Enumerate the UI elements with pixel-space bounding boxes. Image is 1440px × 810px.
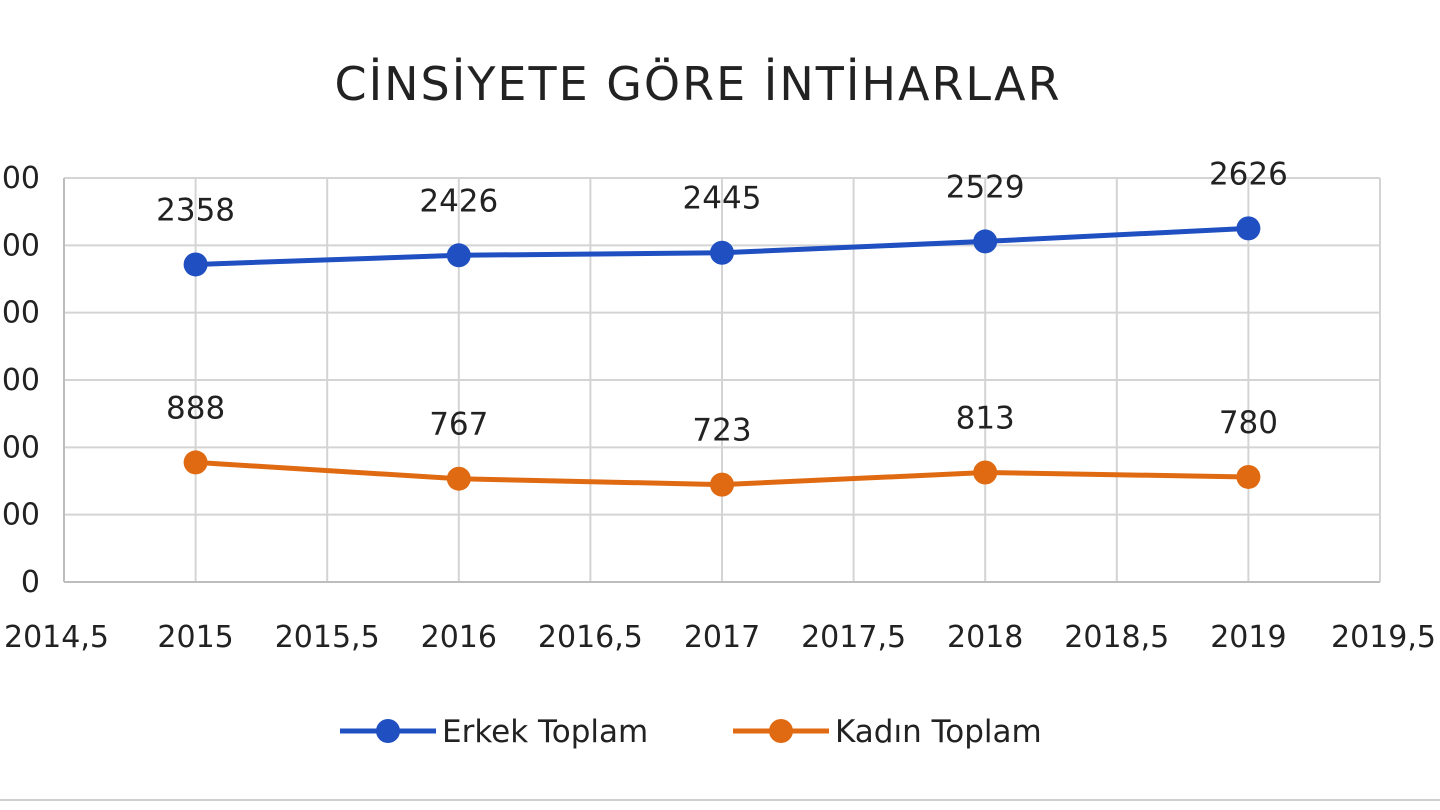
y-tick-label: 3000 — [0, 161, 40, 196]
data-label: 2445 — [683, 181, 762, 217]
data-label: 888 — [166, 390, 225, 426]
legend: Erkek Toplam Kadın Toplam — [340, 714, 1042, 750]
x-tick-label: 2014,5 — [4, 620, 109, 655]
data-point — [1236, 216, 1261, 241]
data-point — [446, 243, 471, 268]
legend-label: Erkek Toplam — [442, 714, 648, 750]
data-point — [710, 472, 734, 497]
data-point — [183, 252, 208, 277]
data-point — [1236, 464, 1261, 489]
data-point — [973, 460, 998, 485]
x-tick-label: 2016 — [421, 620, 497, 655]
axes — [63, 178, 1380, 583]
data-label: 780 — [1219, 405, 1278, 441]
y-tick-label: 2500 — [0, 228, 40, 263]
data-point — [710, 240, 734, 265]
legend-label: Kadın Toplam — [835, 714, 1042, 750]
x-tick-label: 2018 — [947, 620, 1023, 655]
series — [183, 216, 1261, 497]
y-tick-label: 500 — [0, 498, 40, 533]
chart-title: CİNSİYETE GÖRE İNTİHARLAR — [334, 57, 1061, 111]
y-tick-label: 0 — [21, 565, 40, 600]
x-tick-label: 2017 — [684, 620, 760, 655]
legend-marker — [769, 719, 793, 743]
data-label: 723 — [692, 413, 751, 449]
data-label: 2626 — [1209, 156, 1288, 192]
data-label: 2358 — [156, 192, 235, 228]
x-tick-label: 2015 — [157, 620, 233, 655]
x-tick-label: 2019 — [1210, 620, 1286, 655]
x-tick-label: 2019,5 — [1331, 620, 1436, 655]
data-label: 2426 — [419, 183, 498, 219]
legend-marker — [376, 719, 400, 743]
x-tick-label: 2017,5 — [801, 620, 906, 655]
data-label: 767 — [429, 407, 488, 443]
data-point — [446, 466, 471, 491]
y-tick-label: 1000 — [0, 430, 40, 465]
data-labels: 2358 2426 2445 2529 2626 888 767 723 813 780 — [156, 156, 1288, 448]
x-tick-label: 2015,5 — [275, 620, 380, 655]
x-tick-label: 2018,5 — [1064, 620, 1169, 655]
y-tick-label: 2000 — [0, 296, 40, 331]
data-label: 813 — [956, 401, 1015, 437]
data-label: 2529 — [946, 169, 1025, 205]
data-point — [183, 450, 208, 475]
data-point — [973, 229, 998, 254]
tick-labels: 0 500 1000 1500 2000 2500 3000 2014,5 2015 2015,5… — [0, 161, 1436, 655]
x-tick-label: 2016,5 — [538, 620, 643, 655]
y-tick-label: 1500 — [0, 363, 40, 398]
